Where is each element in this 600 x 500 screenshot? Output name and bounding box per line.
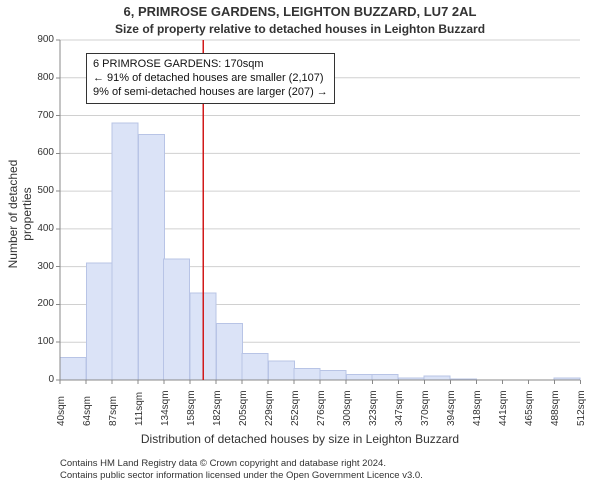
y-tick-label: 700 [26, 110, 54, 121]
x-tick-label: 300sqm [342, 390, 353, 426]
annotation-line-2: ← 91% of detached houses are smaller (2,… [93, 72, 328, 86]
y-tick-label: 900 [26, 34, 54, 45]
x-tick-label: 488sqm [550, 390, 561, 426]
x-tick-label: 512sqm [576, 390, 587, 426]
x-tick-label: 441sqm [498, 390, 509, 426]
x-tick-label: 64sqm [82, 396, 93, 426]
chart-container: { "title_line1": "6, PRIMROSE GARDENS, L… [0, 0, 600, 500]
y-tick-label: 500 [26, 185, 54, 196]
x-tick-label: 205sqm [238, 390, 249, 426]
annotation-box: 6 PRIMROSE GARDENS: 170sqm ← 91% of deta… [86, 53, 335, 104]
x-tick-label: 229sqm [264, 390, 275, 426]
license-text: Contains HM Land Registry data © Crown c… [60, 458, 423, 483]
x-axis-caption: Distribution of detached houses by size … [0, 432, 600, 446]
x-tick-label: 418sqm [472, 390, 483, 426]
x-tick-label: 182sqm [212, 390, 223, 426]
x-tick-label: 323sqm [368, 390, 379, 426]
y-tick-label: 300 [26, 261, 54, 272]
x-tick-label: 347sqm [394, 390, 405, 426]
y-tick-label: 400 [26, 223, 54, 234]
x-tick-label: 158sqm [186, 390, 197, 426]
y-tick-label: 800 [26, 72, 54, 83]
title-line-1: 6, PRIMROSE GARDENS, LEIGHTON BUZZARD, L… [0, 4, 600, 19]
x-tick-label: 465sqm [524, 390, 535, 426]
x-tick-label: 111sqm [134, 392, 145, 426]
license-line-2: Contains public sector information licen… [60, 470, 423, 482]
x-tick-label: 87sqm [108, 396, 119, 426]
license-line-1: Contains HM Land Registry data © Crown c… [60, 458, 423, 470]
y-tick-label: 100 [26, 336, 54, 347]
y-tick-label: 600 [26, 147, 54, 158]
x-tick-label: 394sqm [446, 390, 457, 426]
x-tick-label: 276sqm [316, 390, 327, 426]
annotation-line-3: 9% of semi-detached houses are larger (2… [93, 86, 328, 100]
x-tick-label: 252sqm [290, 390, 301, 426]
y-tick-label: 0 [26, 374, 54, 385]
y-tick-label: 200 [26, 298, 54, 309]
annotation-line-1: 6 PRIMROSE GARDENS: 170sqm [93, 58, 328, 72]
x-tick-label: 370sqm [420, 390, 431, 426]
x-tick-label: 134sqm [160, 390, 171, 426]
x-tick-label: 40sqm [56, 396, 67, 426]
title-line-2: Size of property relative to detached ho… [0, 22, 600, 36]
